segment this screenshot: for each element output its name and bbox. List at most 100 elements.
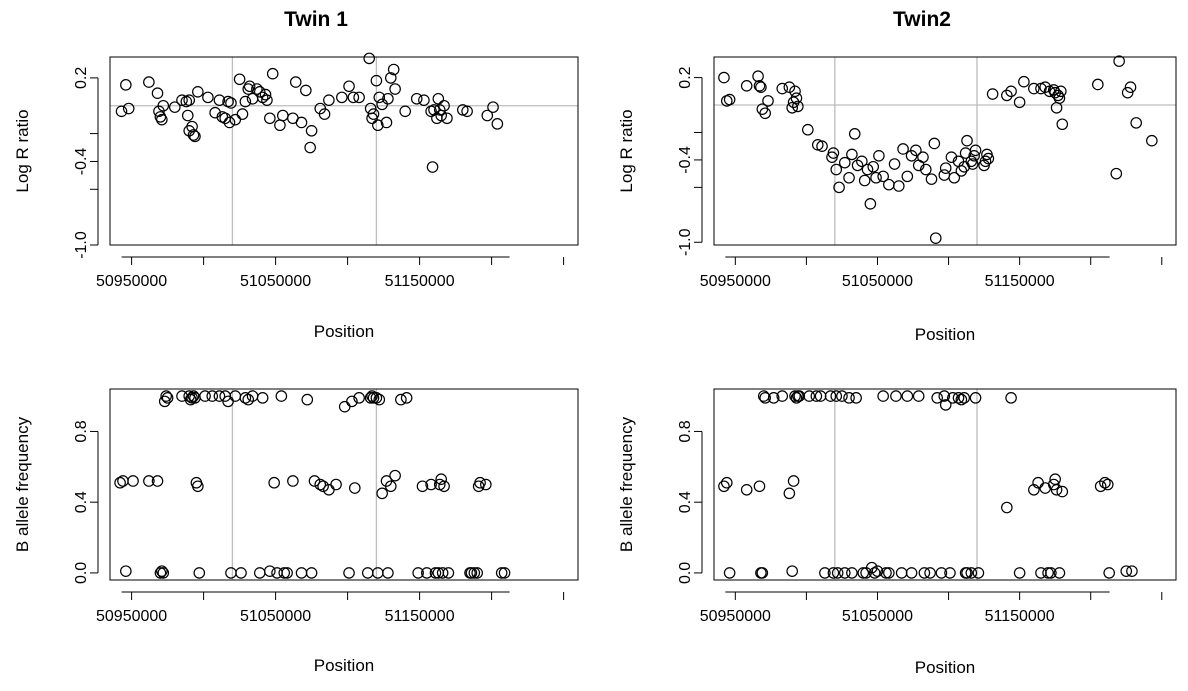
data-point	[305, 567, 318, 579]
data-point	[253, 567, 266, 579]
data-point	[918, 567, 931, 579]
data-point	[498, 567, 511, 579]
data-point	[441, 112, 453, 125]
data-point	[114, 476, 126, 489]
data-point	[239, 95, 252, 108]
data-point	[338, 400, 351, 413]
data-point	[376, 98, 388, 111]
data-point	[867, 160, 880, 173]
data-point	[966, 158, 979, 170]
data-point	[370, 74, 383, 87]
data-point	[961, 134, 973, 147]
data-point	[274, 119, 286, 132]
data-point	[372, 567, 384, 579]
data-point	[1103, 567, 1115, 579]
data-point	[120, 565, 132, 577]
data-point	[474, 476, 486, 489]
data-point	[883, 178, 895, 191]
data-point	[776, 390, 789, 402]
data-point	[851, 159, 864, 172]
data-point	[816, 140, 828, 152]
data-point	[186, 392, 198, 404]
data-point	[363, 52, 375, 65]
data-point	[846, 567, 858, 579]
data-point	[718, 71, 730, 84]
data-point	[251, 83, 263, 95]
data-point	[961, 567, 973, 579]
data-point	[433, 104, 446, 116]
data-point	[753, 80, 766, 92]
data-point	[767, 392, 780, 404]
data-point	[1055, 85, 1067, 98]
y-tick-label: 0.2	[677, 66, 694, 88]
data-point	[792, 100, 804, 113]
data-point	[289, 76, 302, 88]
data-point	[353, 392, 365, 404]
data-point	[442, 567, 455, 579]
data-point	[740, 484, 753, 496]
data-point	[256, 392, 269, 404]
data-point	[1056, 118, 1069, 131]
data-point	[890, 390, 902, 402]
x-tick-label: 51050000	[240, 608, 311, 625]
x-tick-label: 51150000	[985, 273, 1055, 290]
data-point	[305, 125, 318, 137]
data-point	[412, 567, 424, 579]
data-point	[1039, 81, 1052, 93]
data-point	[857, 567, 870, 579]
data-point	[436, 567, 449, 579]
data-point	[151, 87, 164, 100]
data-point	[348, 482, 361, 494]
data-point	[389, 83, 401, 95]
data-point	[480, 478, 492, 491]
x-axis-label: Position	[314, 322, 374, 341]
data-point	[382, 92, 394, 105]
data-point	[723, 93, 736, 106]
data-point	[982, 152, 995, 165]
data-point	[317, 480, 329, 493]
data-point	[827, 567, 840, 579]
data-point	[420, 567, 433, 579]
data-point	[143, 475, 155, 487]
data-point	[461, 105, 473, 118]
data-point	[187, 390, 200, 402]
data-point	[789, 390, 801, 402]
data-point	[233, 73, 246, 86]
y-tick-label: -0.4	[677, 146, 694, 174]
data-point	[336, 91, 348, 104]
data-point	[850, 392, 862, 404]
data-point	[824, 390, 837, 402]
y-tick-label: 0.8	[677, 420, 694, 442]
data-point	[939, 399, 952, 411]
y-tick-label: -1.0	[73, 231, 90, 259]
panel-twin1-baf: 50950000 51050000 51150000 Position 0.0 0.4 0.…	[13, 388, 579, 675]
data-point	[264, 565, 276, 577]
data-point	[895, 567, 908, 579]
data-point	[958, 160, 970, 173]
y-tick-label: 0.8	[73, 420, 90, 442]
data-point	[958, 392, 970, 404]
data-point	[830, 390, 843, 402]
data-point	[468, 567, 481, 579]
data-point	[426, 161, 439, 173]
data-point	[819, 567, 831, 579]
data-point	[225, 97, 237, 109]
y-tick-label: 0.2	[73, 67, 90, 89]
data-point	[330, 478, 342, 491]
data-point	[213, 390, 226, 402]
data-point	[938, 169, 951, 181]
data-point	[861, 163, 874, 176]
data-point	[373, 393, 386, 406]
data-point	[1094, 480, 1107, 493]
data-point	[1092, 78, 1104, 91]
data-point	[910, 144, 922, 157]
data-point	[308, 475, 321, 487]
data-point	[361, 567, 374, 579]
data-point	[229, 113, 242, 126]
x-tick-label: 51150000	[985, 608, 1055, 625]
data-point	[1101, 478, 1114, 491]
data-point	[266, 67, 279, 80]
data-point	[917, 151, 929, 163]
data-point	[169, 101, 181, 113]
